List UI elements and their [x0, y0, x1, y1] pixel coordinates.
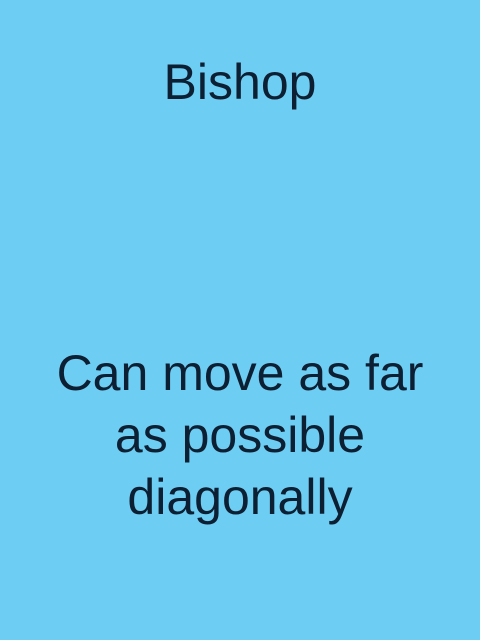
card-title: Bishop — [163, 54, 317, 110]
card-description: Can move as far as possible diagonally — [10, 342, 470, 528]
description-line-1: Can move as far — [56, 345, 424, 401]
description-line-3: diagonally — [127, 469, 353, 525]
description-line-2: as possible — [114, 407, 366, 463]
